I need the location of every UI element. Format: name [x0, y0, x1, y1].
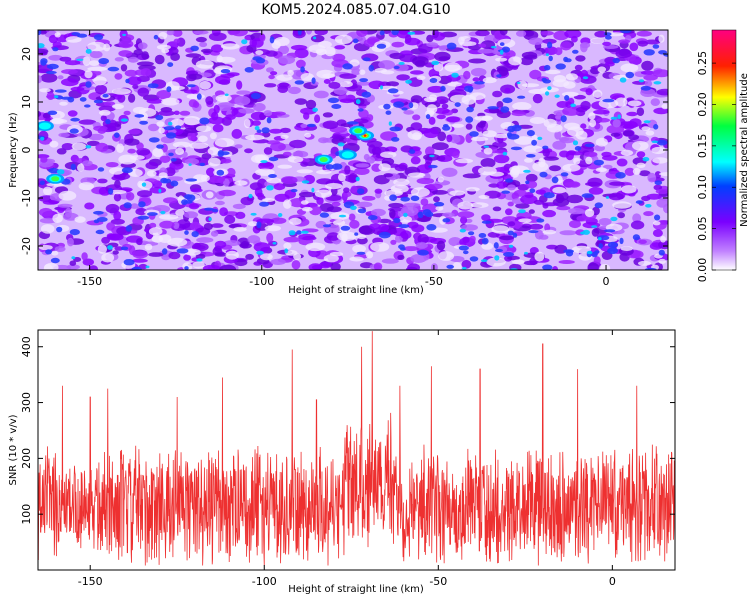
spectrogram-y-axis-label: Frequency (Hz)	[8, 112, 19, 188]
x-tick-label: -150	[78, 575, 103, 588]
colorbar-tick-label: 0.00	[696, 258, 709, 283]
spectrogram-hotspot	[349, 125, 368, 136]
spectrogram-x-axis-label: Height of straight line (km)	[288, 285, 424, 296]
spectrogram-hotspot	[38, 121, 54, 131]
y-tick-label: 100	[20, 504, 33, 525]
spectrogram-hotspot	[338, 149, 357, 160]
snr-series-line	[38, 331, 675, 566]
snr-y-axis-label: SNR (10 * v/v)	[8, 414, 19, 485]
y-tick-label: 20	[20, 47, 33, 61]
y-tick-label: 200	[20, 448, 33, 469]
colorbar-tick-label: 0.10	[696, 175, 709, 200]
colorbar-frame	[711, 29, 737, 271]
x-tick-label: -100	[252, 575, 277, 588]
snr-panel: -150 -100 -50 0 100 200 300 400 Height of strai…	[8, 329, 676, 595]
y-tick-label: 400	[20, 336, 33, 357]
snr-x-axis-label: Height of straight line (km)	[288, 584, 424, 595]
colorbar-tick-label: 0.25	[696, 51, 709, 76]
y-tick-label: 10	[20, 95, 33, 109]
colorbar-tick-label: 0.05	[696, 216, 709, 241]
spectrogram-hotspot	[314, 154, 333, 165]
colorbar-tick-label: 0.20	[696, 92, 709, 117]
y-tick-label: -20	[20, 237, 33, 255]
y-tick-label: -10	[20, 189, 33, 207]
y-tick-label: 0	[20, 147, 33, 154]
snr-frame	[37, 329, 676, 571]
x-tick-label: 0	[609, 575, 616, 588]
x-tick-label: -50	[429, 575, 447, 588]
spectrogram-panel: -150 -100 -50 0 20 10 0 -10 -20 Height of straig…	[8, 29, 669, 296]
x-tick-label: 0	[603, 275, 610, 288]
colorbar-gradient	[712, 30, 736, 270]
colorbar-tick-label: 0.15	[696, 134, 709, 159]
snr-line	[38, 331, 675, 566]
spectrogram-hotspot	[46, 173, 65, 184]
chart-title: KOM5.2024.085.07.04.G10	[261, 2, 451, 18]
colorbar-label: Normalized spectral amplitude	[739, 73, 750, 227]
spectrogram-image	[38, 30, 668, 270]
x-tick-label: -150	[77, 275, 102, 288]
x-tick-label: -100	[249, 275, 274, 288]
y-tick-label: 300	[20, 392, 33, 413]
colorbar: 0.00 0.05 0.10 0.15 0.20 0.25 Normalized spec…	[696, 29, 750, 283]
x-tick-label: -50	[425, 275, 443, 288]
